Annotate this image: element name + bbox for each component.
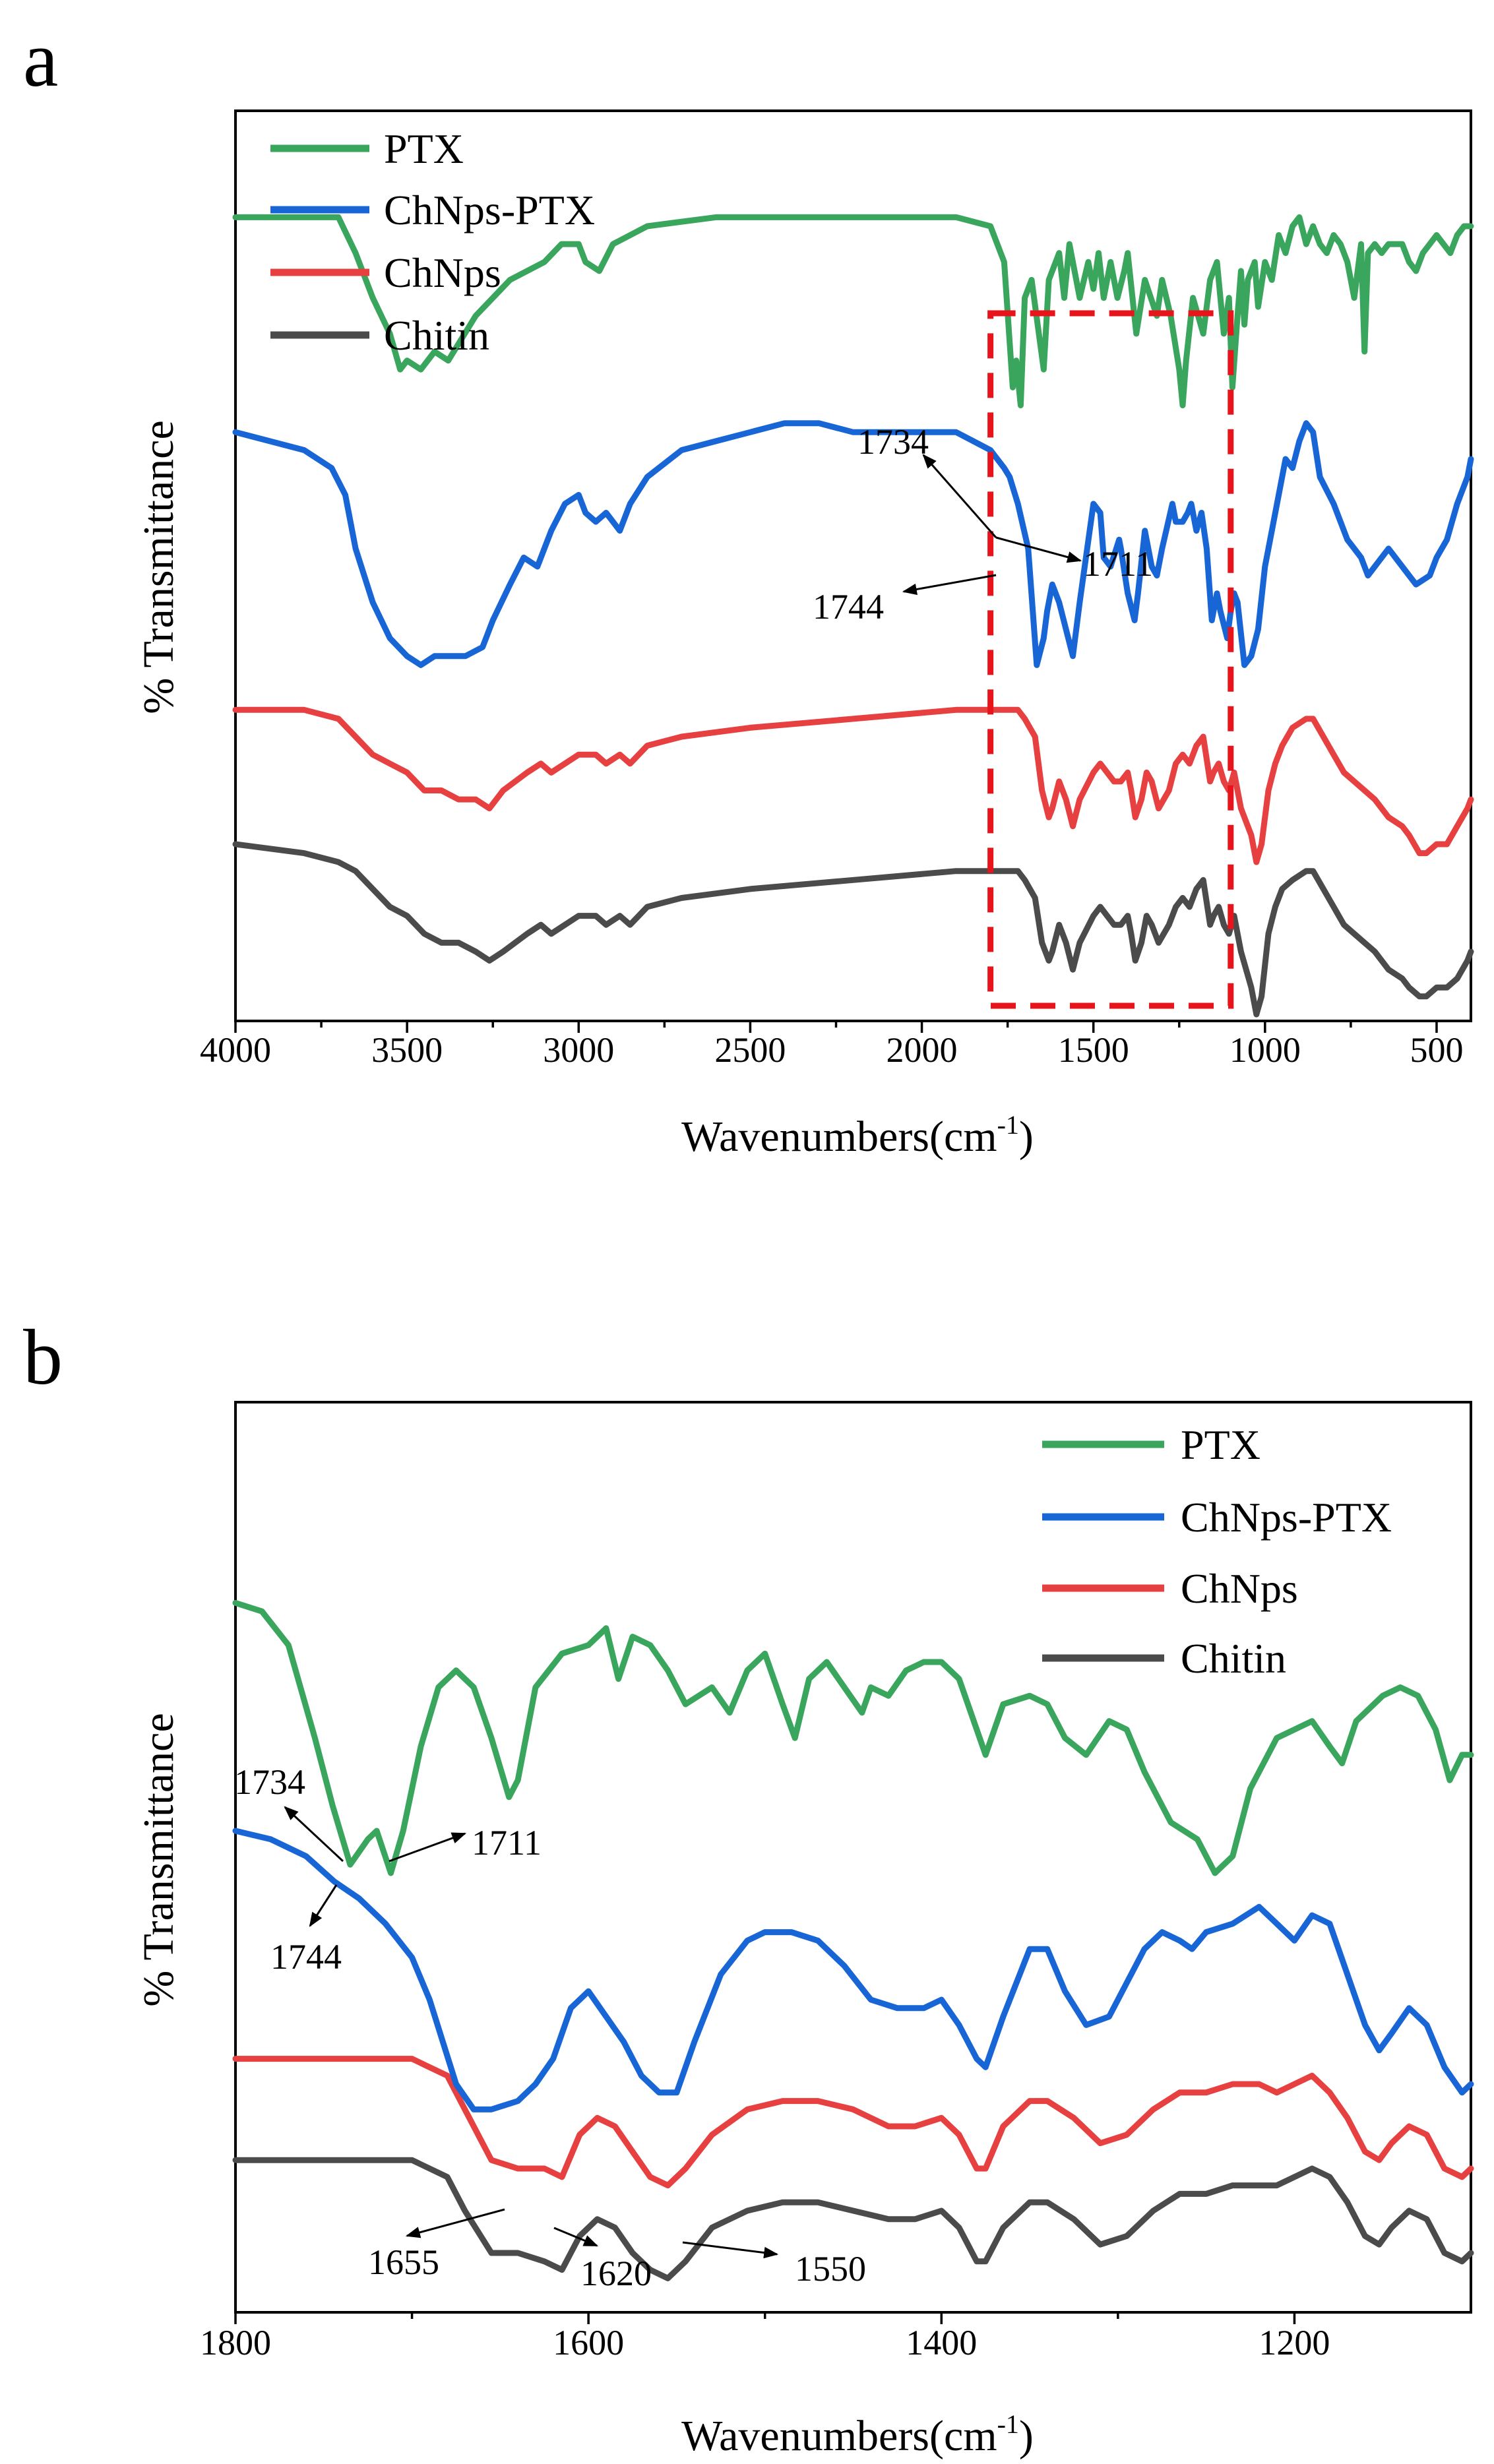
annotation-1744-label: 1744: [813, 587, 884, 627]
series-line-ptx: [232, 1599, 1474, 1876]
annotation-1744: 1744: [813, 574, 997, 627]
x-tick-label-1800: 1800: [200, 2323, 271, 2362]
x-tick-label-2000: 2000: [887, 1030, 958, 1070]
legend-item-chnps-ptx: ChNps-PTX: [270, 187, 595, 233]
legend-item-chnps-ptx: ChNps-PTX: [1042, 1494, 1392, 1541]
x-tick-label-2500: 2500: [714, 1030, 786, 1070]
annotation-1734-arrow: [922, 454, 997, 538]
annotation-1744-arrow: [309, 1884, 338, 1927]
annotation-1620: 1620: [553, 2227, 652, 2293]
annotation-1655: 1655: [368, 2208, 505, 2282]
annotation-1550: 1550: [682, 2241, 866, 2289]
annotation-1550-arrow: [682, 2241, 779, 2259]
panel-a-annotations: 1734 1711 1744: [813, 422, 1153, 627]
annotation-1711-label: 1711: [472, 1823, 542, 1863]
annotation-1734: 1734: [234, 1762, 344, 1863]
legend-label-chnps: ChNps: [1181, 1565, 1298, 1612]
panel-a-series-group: [232, 214, 1474, 1018]
panel-a-legend: PTX ChNps-PTX ChNps Chitin: [270, 125, 595, 359]
panel-b-y-axis-title: % Transmittance: [135, 1713, 183, 2006]
panel-a-highlight-box: [987, 310, 1234, 1009]
x-tick-label-3500: 3500: [371, 1030, 443, 1070]
x-tick-label-500: 500: [1410, 1030, 1463, 1070]
x-tick-label-1000: 1000: [1229, 1030, 1301, 1070]
legend-item-chnps: ChNps: [270, 249, 501, 296]
annotation-1620-arrow: [553, 2227, 599, 2247]
annotation-1734-label: 1734: [234, 1762, 305, 1802]
legend-label-ptx: PTX: [384, 125, 464, 172]
annotation-1711-label: 1711: [1083, 544, 1153, 584]
annotation-1744-label: 1744: [270, 1937, 342, 1977]
legend-label-chnps: ChNps: [384, 249, 501, 296]
x-tick-label-1600: 1600: [553, 2323, 624, 2362]
panel-b-annotations: 1734 1711 1744 1655 1620: [234, 1762, 866, 2293]
panel-b: b 1800 1600 1400 1200 PTX ChNps-PTX ChNps: [23, 1313, 1474, 2460]
annotation-1711: 1711: [389, 1823, 542, 1863]
panel-b-plot: 1800 1600 1400 1200 PTX ChNps-PTX ChNps Chi…: [200, 1401, 1474, 2362]
legend-item-ptx: PTX: [1042, 1421, 1261, 1468]
series-line-chnps: [232, 706, 1474, 865]
annotation-1734-label: 1734: [857, 422, 929, 462]
x-tick-label-4000: 4000: [200, 1030, 271, 1070]
legend-label-ptx: PTX: [1181, 1421, 1261, 1468]
panel-a-x-axis-title: Wavenumbers(cm-1): [681, 1110, 1034, 1161]
panel-b-frame: [234, 1401, 1472, 2314]
x-tick-label-1200: 1200: [1259, 2323, 1330, 2362]
legend-label-chnps-ptx: ChNps-PTX: [384, 187, 595, 233]
panel-b-legend: PTX ChNps-PTX ChNps Chitin: [1042, 1421, 1392, 1682]
annotation-1734-arrow: [284, 1806, 344, 1863]
annotation-1711-arrow: [995, 536, 1082, 563]
annotation-1744-arrow: [902, 574, 997, 596]
annotation-1711-arrow: [389, 1832, 467, 1863]
series-line-ptx: [232, 214, 1474, 409]
annotation-1711: 1711: [995, 536, 1153, 584]
legend-item-chitin: Chitin: [1042, 1635, 1286, 1682]
annotation-1744: 1744: [270, 1884, 342, 1977]
legend-item-chnps: ChNps: [1042, 1565, 1298, 1612]
panel-b-series-group: [232, 1599, 1474, 2281]
panel-a-label: a: [23, 15, 58, 103]
panel-a-plot: 4000 3500 3000 2500 2000 1500 1000 500 PTX ChNp…: [200, 109, 1474, 1070]
series-line-chnps: [232, 2056, 1474, 2189]
panel-a-x-ticks: 4000 3500 3000 2500 2000 1500 1000 500: [200, 1021, 1463, 1070]
annotation-1734: 1734: [857, 422, 997, 538]
series-line-chitin: [232, 841, 1474, 1018]
series-line-chnps-ptx: [232, 1828, 1474, 2112]
legend-item-ptx: PTX: [270, 125, 464, 172]
panel-a-frame: [234, 109, 1472, 1022]
series-line-chitin: [232, 2157, 1474, 2281]
x-tick-label-1500: 1500: [1058, 1030, 1129, 1070]
annotation-1655-arrow: [405, 2208, 505, 2238]
legend-item-chitin: Chitin: [270, 312, 489, 359]
panel-a-y-axis-title: % Transmittance: [135, 420, 183, 714]
legend-label-chnps-ptx: ChNps-PTX: [1181, 1494, 1392, 1541]
x-tick-label-3000: 3000: [543, 1030, 614, 1070]
legend-label-chitin: Chitin: [384, 312, 489, 359]
x-tick-label-1400: 1400: [906, 2323, 977, 2362]
annotation-1550-label: 1550: [795, 2249, 866, 2289]
panel-b-x-ticks: 1800 1600 1400 1200: [200, 2312, 1330, 2362]
series-line-chnps-ptx: [232, 420, 1474, 668]
panel-b-x-axis-title: Wavenumbers(cm-1): [681, 2409, 1034, 2460]
annotation-1620-label: 1620: [580, 2254, 652, 2293]
panel-a: a 4000 3500 3000 2500 2000 1500 1000 500 PTX Ch…: [23, 15, 1474, 1161]
legend-label-chitin: Chitin: [1181, 1635, 1286, 1682]
panel-b-label: b: [23, 1313, 63, 1401]
annotation-1655-label: 1655: [368, 2242, 439, 2282]
